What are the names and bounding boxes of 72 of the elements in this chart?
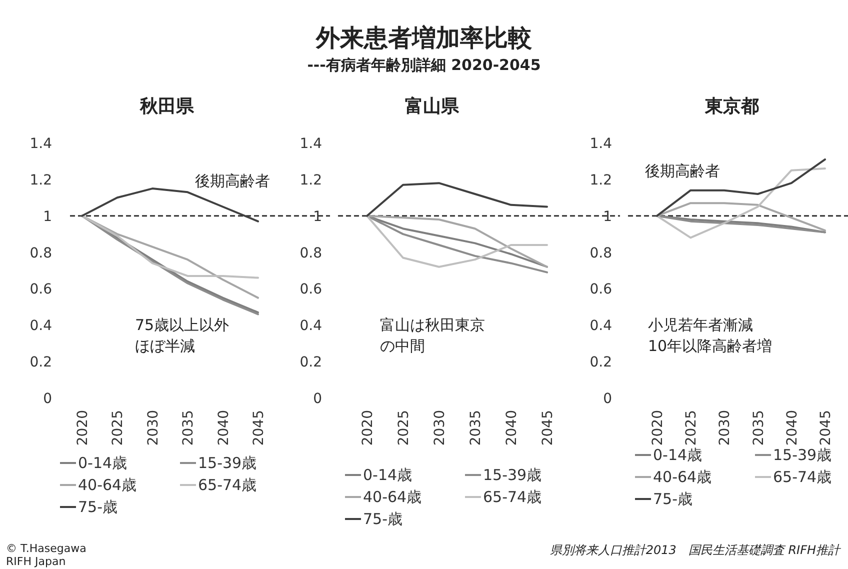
- x-tick-label: 2025: [110, 410, 126, 446]
- legend-label: 75-歳: [653, 490, 692, 508]
- x-tick-label: 2020: [360, 410, 376, 446]
- chart-title: 富山県: [405, 96, 460, 117]
- legend-label: 75-歳: [363, 510, 402, 528]
- x-tick-label: 2045: [818, 410, 834, 446]
- legend-label: 65-74歳: [773, 468, 832, 486]
- x-tick-label: 2040: [784, 410, 800, 446]
- x-tick-label: 2035: [750, 410, 767, 446]
- legend-label: 40-64歳: [653, 468, 712, 486]
- x-tick-label: 2040: [216, 410, 232, 446]
- annotation: の中間: [380, 337, 425, 355]
- y-tick-label: 1: [43, 208, 52, 225]
- x-tick-label: 2045: [540, 410, 556, 446]
- text: 外来患者増加率比較: [315, 24, 533, 52]
- x-tick-label: 2020: [650, 410, 666, 446]
- y-tick-label: 0.2: [300, 354, 322, 371]
- chart-title: 秋田県: [139, 96, 195, 117]
- x-tick-label: 2025: [684, 410, 700, 446]
- x-tick-label: 2020: [75, 410, 91, 446]
- chart-title: 東京都: [704, 96, 759, 117]
- y-tick-label: 0: [313, 391, 322, 407]
- y-tick-label: 0.6: [30, 282, 52, 298]
- legend-label: 65-74歳: [198, 476, 257, 494]
- legend-label: 75-歳: [78, 498, 118, 516]
- annotation: 75歳以上以外: [135, 316, 230, 334]
- x-tick-label: 2030: [432, 410, 448, 446]
- legend-label: 65-74歳: [483, 488, 542, 506]
- y-tick-label: 1.4: [300, 136, 322, 152]
- annotation: 小児若年者漸減: [648, 316, 753, 334]
- x-tick-label: 2040: [504, 410, 520, 446]
- annotation: 後期高齢者: [195, 172, 270, 190]
- annotation: ほぼ半減: [135, 337, 195, 355]
- annotation: 後期高齢者: [645, 162, 720, 180]
- y-tick-label: 0: [603, 391, 612, 407]
- y-tick-label: 0.4: [300, 318, 322, 334]
- text: 県別将来人口推計2013 国民生活基礎調査 RIFH推計: [550, 543, 842, 557]
- y-tick-label: 0.8: [590, 245, 612, 262]
- x-tick-label: 2030: [717, 410, 734, 446]
- y-tick-label: 0.6: [300, 282, 322, 298]
- x-tick-label: 2035: [468, 410, 484, 446]
- y-tick-label: 0.6: [590, 282, 612, 298]
- legend-label: 0-14歳: [653, 446, 702, 464]
- y-tick-label: 1.2: [590, 172, 612, 188]
- legend-label: 15-39歳: [483, 466, 542, 484]
- y-tick-label: 0.4: [590, 318, 612, 334]
- legend-label: 40-64歳: [78, 476, 137, 494]
- legend-label: 15-39歳: [773, 446, 832, 464]
- text: © T.Hasegawa RIFH Japan: [6, 542, 86, 568]
- y-tick-label: 0: [43, 391, 52, 407]
- x-tick-label: 2025: [396, 410, 412, 446]
- annotation: 10年以降高齢者増: [648, 337, 772, 355]
- annotation: 富山は秋田東京: [380, 316, 485, 334]
- y-tick-label: 0.4: [30, 318, 52, 334]
- y-tick-label: 0.8: [300, 245, 322, 262]
- x-tick-label: 2030: [145, 410, 162, 446]
- y-tick-label: 0.2: [590, 354, 612, 371]
- y-tick-label: 1.2: [30, 172, 52, 188]
- y-tick-label: 1.2: [300, 172, 322, 188]
- y-tick-label: 1.4: [590, 136, 612, 152]
- y-tick-label: 1: [313, 208, 322, 225]
- x-tick-label: 2045: [251, 410, 267, 446]
- legend-label: 15-39歳: [198, 454, 257, 472]
- legend-label: 0-14歳: [363, 466, 412, 484]
- x-tick-label: 2035: [180, 410, 197, 446]
- legend-label: 40-64歳: [363, 488, 422, 506]
- y-tick-label: 1.4: [30, 136, 52, 152]
- y-tick-label: 0.8: [30, 245, 52, 262]
- text: ---有病者年齢別詳細 2020-2045: [307, 56, 541, 74]
- y-tick-label: 1: [603, 208, 612, 225]
- legend-label: 0-14歳: [78, 454, 128, 472]
- y-tick-label: 0.2: [30, 354, 52, 371]
